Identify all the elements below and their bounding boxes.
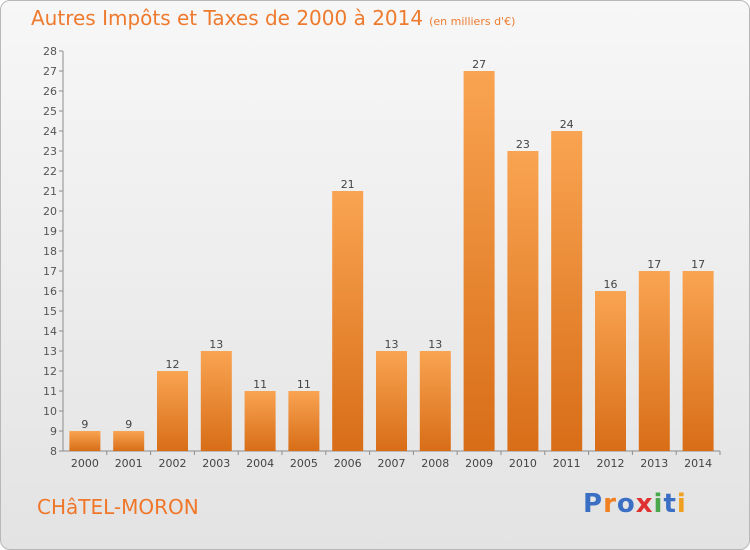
- data-label-2000: 9: [81, 418, 88, 431]
- data-label-2005: 11: [297, 378, 311, 391]
- data-label-2013: 17: [647, 258, 661, 271]
- data-label-2012: 16: [604, 278, 618, 291]
- logo-letter: o: [616, 489, 636, 519]
- bar-2000: [69, 431, 101, 451]
- bars: 9 9 12 13 11 11 21 13 13 27 23 24 16 17 17: [69, 58, 714, 451]
- bar-2013: [638, 271, 670, 451]
- chart-title-text: Autres Impôts et Taxes de 2000 à 2014: [31, 6, 424, 30]
- data-label-2008: 13: [428, 338, 442, 351]
- bar-2008: [419, 351, 451, 451]
- y-tick-label: 8: [50, 445, 57, 458]
- y-tick-label: 12: [43, 365, 57, 378]
- data-label-2006: 21: [341, 178, 355, 191]
- y-tick-label: 9: [50, 425, 57, 438]
- bar-2009: [463, 71, 495, 451]
- bar-2002: [157, 371, 188, 451]
- y-tick-label: 15: [43, 305, 57, 318]
- chart-title: Autres Impôts et Taxes de 2000 à 2014 (en…: [31, 6, 515, 30]
- x-tick-label: 2000: [71, 457, 99, 470]
- x-tick-label: 2013: [640, 457, 668, 470]
- bar-2011: [551, 131, 583, 451]
- logo-letter: r: [603, 489, 617, 519]
- y-tick-label: 21: [43, 185, 57, 198]
- x-tick-label: 2002: [159, 457, 187, 470]
- x-tick-label: 2005: [290, 457, 318, 470]
- x-tick-label: 2012: [597, 457, 625, 470]
- x-tick-label: 2003: [202, 457, 230, 470]
- x-tick-label: 2008: [421, 457, 449, 470]
- bar-2014: [682, 271, 714, 451]
- x-tick-label: 2011: [553, 457, 581, 470]
- y-tick-label: 27: [43, 65, 57, 78]
- logo-letter: i: [653, 489, 664, 519]
- bar-2005: [288, 391, 320, 451]
- x-tick-label: 2010: [509, 457, 537, 470]
- y-tick-label: 11: [43, 385, 57, 398]
- y-tick-label: 14: [43, 325, 57, 338]
- y-tick-label: 25: [43, 105, 57, 118]
- x-tick-label: 2006: [334, 457, 362, 470]
- town-name: CHâTEL-MORON: [37, 495, 199, 519]
- bar-2007: [376, 351, 407, 451]
- y-tick-label: 28: [43, 45, 57, 58]
- x-tick-label: 2007: [378, 457, 406, 470]
- data-label-2010: 23: [516, 138, 530, 151]
- data-label-2002: 12: [166, 358, 180, 371]
- bar-2003: [200, 351, 232, 451]
- y-tick-label: 20: [43, 205, 57, 218]
- y-tick-label: 19: [43, 225, 57, 238]
- bar-2012: [595, 291, 626, 451]
- chart-unit: (en milliers d'€): [429, 15, 516, 28]
- bar-2006: [332, 191, 364, 451]
- x-tick-label: 2014: [684, 457, 712, 470]
- y-tick-label: 22: [43, 165, 57, 178]
- data-label-2003: 13: [209, 338, 223, 351]
- data-label-2004: 11: [253, 378, 267, 391]
- y-tick-label: 17: [43, 265, 57, 278]
- bar-2001: [113, 431, 145, 451]
- y-tick-label: 23: [43, 145, 57, 158]
- data-label-2014: 17: [691, 258, 705, 271]
- logo-letter: x: [635, 489, 654, 519]
- x-tick-label: 2004: [246, 457, 274, 470]
- data-label-2001: 9: [125, 418, 132, 431]
- y-tick-label: 24: [43, 125, 57, 138]
- x-tick-label: 2009: [465, 457, 493, 470]
- x-tick-label: 2001: [115, 457, 143, 470]
- y-tick-label: 10: [43, 405, 57, 418]
- axes: 8 9 10 11 12 13 14 15 16 17 18 19 20 21 22 23 24 25 26 27 28…: [43, 45, 721, 470]
- data-label-2009: 27: [472, 58, 486, 71]
- logo-letter: P: [583, 489, 604, 519]
- y-tick-label: 13: [43, 345, 57, 358]
- bar-2004: [244, 391, 276, 451]
- data-label-2007: 13: [385, 338, 399, 351]
- y-tick-label: 16: [43, 285, 57, 298]
- data-label-2011: 24: [560, 118, 574, 131]
- logo-letter: i: [676, 489, 687, 519]
- logo-letter: t: [663, 489, 677, 519]
- bar-2010: [507, 151, 539, 451]
- y-tick-label: 18: [43, 245, 57, 258]
- y-tick-label: 26: [43, 85, 57, 98]
- proxiti-logo[interactable]: Proxiti: [583, 489, 687, 519]
